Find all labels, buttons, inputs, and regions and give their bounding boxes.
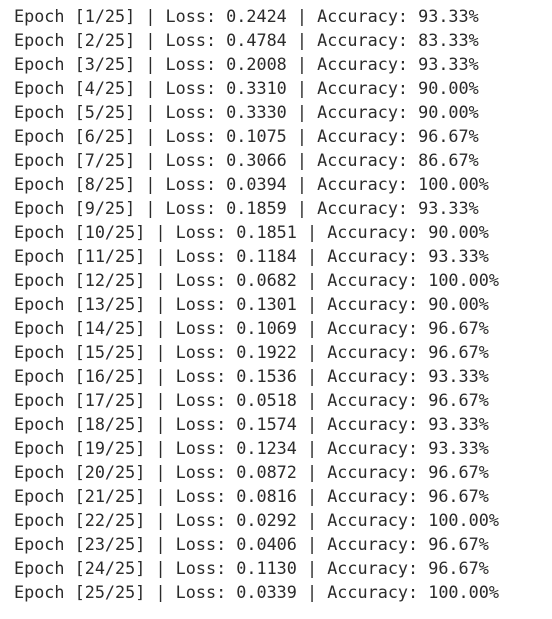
log-line: Epoch [11/25] | Loss: 0.1184 | Accuracy:… xyxy=(14,246,489,266)
log-line: Epoch [6/25] | Loss: 0.1075 | Accuracy: … xyxy=(14,126,479,146)
log-line: Epoch [20/25] | Loss: 0.0872 | Accuracy:… xyxy=(14,462,489,482)
log-line: Epoch [7/25] | Loss: 0.3066 | Accuracy: … xyxy=(14,150,479,170)
log-line: Epoch [13/25] | Loss: 0.1301 | Accuracy:… xyxy=(14,294,489,314)
log-line: Epoch [16/25] | Loss: 0.1536 | Accuracy:… xyxy=(14,366,489,386)
log-line: Epoch [10/25] | Loss: 0.1851 | Accuracy:… xyxy=(14,222,489,242)
log-line: Epoch [1/25] | Loss: 0.2424 | Accuracy: … xyxy=(14,6,479,26)
log-line: Epoch [21/25] | Loss: 0.0816 | Accuracy:… xyxy=(14,486,489,506)
log-line: Epoch [3/25] | Loss: 0.2008 | Accuracy: … xyxy=(14,54,479,74)
log-line: Epoch [24/25] | Loss: 0.1130 | Accuracy:… xyxy=(14,558,489,578)
log-line: Epoch [12/25] | Loss: 0.0682 | Accuracy:… xyxy=(14,270,499,290)
log-line: Epoch [5/25] | Loss: 0.3330 | Accuracy: … xyxy=(14,102,479,122)
log-line: Epoch [14/25] | Loss: 0.1069 | Accuracy:… xyxy=(14,318,489,338)
log-line: Epoch [2/25] | Loss: 0.4784 | Accuracy: … xyxy=(14,30,479,50)
log-line: Epoch [9/25] | Loss: 0.1859 | Accuracy: … xyxy=(14,198,479,218)
log-line: Epoch [22/25] | Loss: 0.0292 | Accuracy:… xyxy=(14,510,499,530)
log-line: Epoch [15/25] | Loss: 0.1922 | Accuracy:… xyxy=(14,342,489,362)
log-line: Epoch [23/25] | Loss: 0.0406 | Accuracy:… xyxy=(14,534,489,554)
log-line: Epoch [19/25] | Loss: 0.1234 | Accuracy:… xyxy=(14,438,489,458)
log-line: Epoch [17/25] | Loss: 0.0518 | Accuracy:… xyxy=(14,390,489,410)
log-line: Epoch [25/25] | Loss: 0.0339 | Accuracy:… xyxy=(14,582,499,602)
log-line: Epoch [4/25] | Loss: 0.3310 | Accuracy: … xyxy=(14,78,479,98)
log-line: Epoch [18/25] | Loss: 0.1574 | Accuracy:… xyxy=(14,414,489,434)
log-line: Epoch [8/25] | Loss: 0.0394 | Accuracy: … xyxy=(14,174,489,194)
